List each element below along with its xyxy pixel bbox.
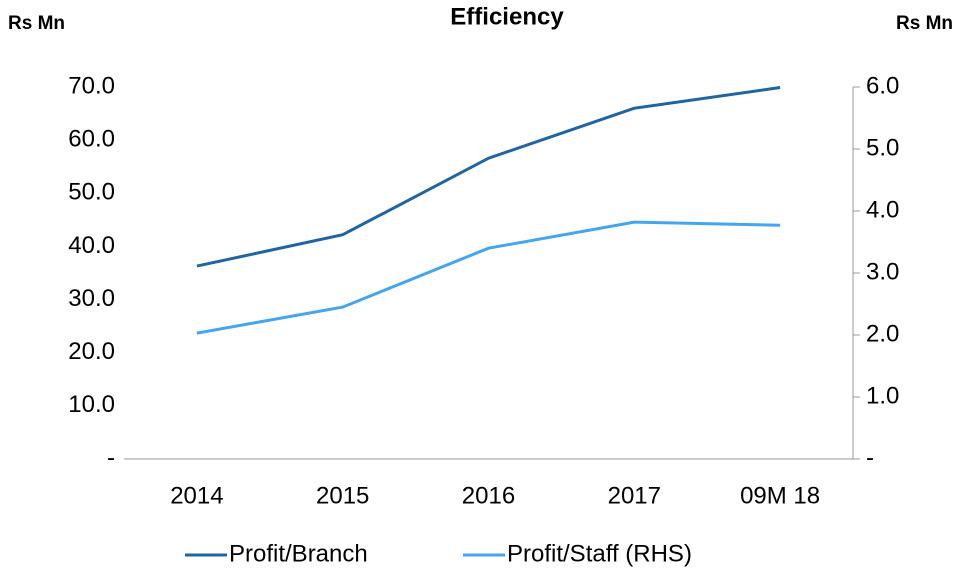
y2-tick-label: 5.0 [866,134,899,161]
y2-tick-label: - [866,444,874,471]
line-series [196,220,781,335]
line-series [196,86,781,268]
chart-title: Efficiency [450,3,564,30]
y2-axis-label: Rs Mn [896,13,953,34]
y-axis-label: Rs Mn [8,13,65,34]
x-tick-label: 2014 [170,482,223,509]
y2-tick-label: 2.0 [866,320,899,347]
y-tick-label: 30.0 [68,285,115,312]
y-tick-label: 40.0 [68,232,115,259]
x-tick-label: 09M 18 [740,482,820,509]
legend-label: Profit/Branch [229,540,368,567]
y-tick-label: 10.0 [68,391,115,418]
y-tick-label: - [107,444,115,471]
y2-tick-label: 6.0 [866,72,899,99]
x-tick-label: 2016 [462,482,515,509]
y-tick-label: 70.0 [68,72,115,99]
y2-tick-label: 3.0 [866,258,899,285]
y-tick-label: 60.0 [68,125,115,152]
x-tick-label: 2017 [608,482,661,509]
y2-tick-label: 1.0 [866,382,899,409]
y2-tick-label: 4.0 [866,196,899,223]
y-tick-label: 20.0 [68,338,115,365]
y-tick-label: 50.0 [68,179,115,206]
legend-label: Profit/Staff (RHS) [507,540,692,567]
x-tick-label: 2015 [316,482,369,509]
